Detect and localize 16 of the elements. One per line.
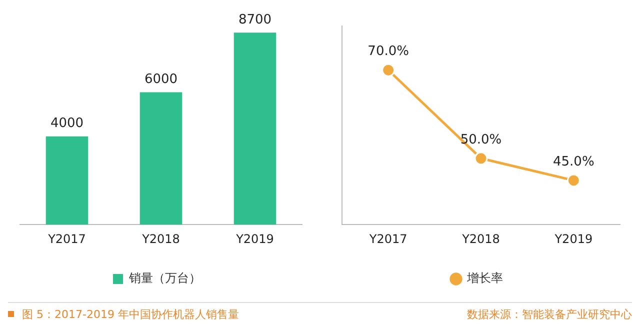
x-tick-label: Y2019 (554, 232, 593, 246)
data-label: 4000 (50, 116, 84, 132)
data-label: 70.0% (368, 44, 409, 60)
data-label: 50.0% (460, 132, 502, 148)
x-tick-label: Y2017 (368, 232, 408, 246)
source-note: 数据来源：智能装备产业研究中心 (467, 306, 632, 322)
x-tick-label: Y2018 (141, 232, 180, 246)
legend-label: 增长率 (466, 271, 503, 286)
data-label: 8700 (238, 12, 272, 28)
legend-label: 销量（万台） (128, 271, 201, 286)
data-label: 6000 (144, 72, 178, 88)
x-tick-label: Y2017 (47, 232, 86, 246)
x-tick-label: Y2019 (235, 232, 274, 246)
data-label: 45.0% (553, 154, 594, 170)
caption: 图 5：2017-2019 年中国协作机器人销售量 (22, 306, 239, 322)
x-tick-label: Y2018 (461, 232, 500, 246)
